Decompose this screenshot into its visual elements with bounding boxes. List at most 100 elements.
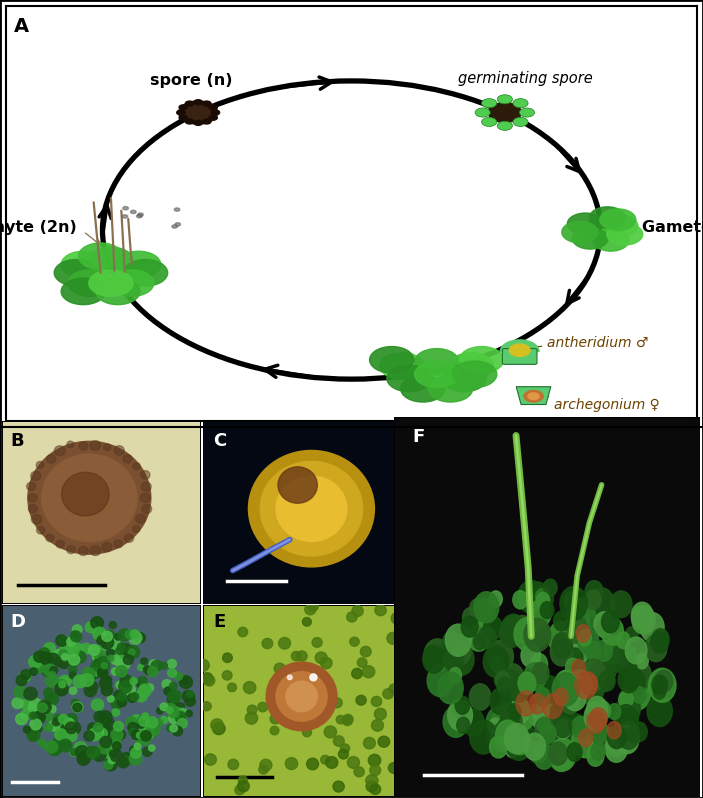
Circle shape bbox=[366, 781, 378, 792]
Circle shape bbox=[540, 602, 554, 618]
Circle shape bbox=[186, 119, 194, 124]
Circle shape bbox=[49, 672, 56, 678]
Circle shape bbox=[497, 121, 512, 130]
Circle shape bbox=[578, 629, 599, 654]
Circle shape bbox=[567, 648, 583, 667]
Circle shape bbox=[283, 684, 292, 693]
Circle shape bbox=[581, 659, 607, 690]
Circle shape bbox=[549, 742, 567, 765]
Circle shape bbox=[202, 701, 211, 711]
Circle shape bbox=[475, 108, 490, 117]
Circle shape bbox=[572, 660, 586, 676]
Circle shape bbox=[625, 637, 647, 664]
Circle shape bbox=[605, 735, 628, 762]
Circle shape bbox=[618, 667, 639, 693]
Circle shape bbox=[88, 729, 101, 741]
Circle shape bbox=[553, 611, 569, 631]
Circle shape bbox=[316, 713, 325, 721]
Circle shape bbox=[297, 651, 307, 662]
Circle shape bbox=[100, 716, 107, 722]
Circle shape bbox=[278, 467, 317, 504]
Circle shape bbox=[470, 720, 497, 754]
Circle shape bbox=[516, 724, 534, 747]
Circle shape bbox=[340, 744, 349, 753]
Circle shape bbox=[93, 723, 104, 734]
Circle shape bbox=[48, 721, 59, 731]
Circle shape bbox=[491, 723, 515, 752]
Circle shape bbox=[169, 713, 179, 724]
Circle shape bbox=[88, 723, 98, 733]
Circle shape bbox=[595, 701, 611, 721]
Circle shape bbox=[602, 610, 619, 633]
Circle shape bbox=[101, 662, 108, 669]
Circle shape bbox=[553, 722, 567, 738]
Circle shape bbox=[176, 703, 184, 711]
Circle shape bbox=[138, 733, 151, 745]
Circle shape bbox=[130, 678, 137, 685]
Circle shape bbox=[101, 741, 112, 752]
Circle shape bbox=[174, 673, 183, 680]
Circle shape bbox=[87, 747, 95, 754]
Circle shape bbox=[179, 115, 188, 120]
Circle shape bbox=[70, 687, 77, 694]
Circle shape bbox=[117, 757, 129, 768]
Circle shape bbox=[176, 714, 184, 723]
Circle shape bbox=[274, 663, 285, 674]
Circle shape bbox=[169, 707, 181, 718]
Circle shape bbox=[655, 670, 673, 692]
Circle shape bbox=[569, 714, 584, 733]
Circle shape bbox=[93, 723, 103, 732]
Circle shape bbox=[633, 686, 646, 703]
Circle shape bbox=[98, 646, 105, 653]
Circle shape bbox=[97, 636, 106, 645]
Circle shape bbox=[149, 729, 157, 737]
Circle shape bbox=[572, 227, 608, 249]
Circle shape bbox=[129, 753, 142, 765]
Circle shape bbox=[567, 213, 603, 235]
Circle shape bbox=[104, 758, 117, 771]
Circle shape bbox=[138, 716, 150, 726]
Circle shape bbox=[607, 721, 621, 739]
Circle shape bbox=[28, 494, 37, 502]
Circle shape bbox=[91, 621, 98, 627]
Circle shape bbox=[53, 650, 65, 661]
Circle shape bbox=[179, 676, 193, 689]
Text: spore (n): spore (n) bbox=[150, 73, 233, 88]
Circle shape bbox=[46, 455, 56, 464]
Circle shape bbox=[587, 643, 600, 658]
Circle shape bbox=[68, 654, 79, 666]
Circle shape bbox=[107, 637, 120, 650]
Circle shape bbox=[565, 658, 580, 676]
Circle shape bbox=[44, 642, 56, 654]
Circle shape bbox=[72, 699, 79, 706]
Circle shape bbox=[338, 749, 349, 759]
Circle shape bbox=[109, 725, 120, 735]
Circle shape bbox=[529, 693, 546, 714]
Circle shape bbox=[576, 625, 591, 642]
Circle shape bbox=[582, 662, 604, 688]
Circle shape bbox=[115, 729, 126, 740]
Circle shape bbox=[108, 655, 114, 662]
Circle shape bbox=[453, 361, 497, 388]
Circle shape bbox=[610, 591, 632, 618]
Circle shape bbox=[64, 718, 74, 728]
Circle shape bbox=[593, 230, 629, 251]
Circle shape bbox=[46, 534, 54, 542]
Circle shape bbox=[259, 765, 268, 774]
Circle shape bbox=[553, 633, 573, 658]
Circle shape bbox=[528, 393, 539, 400]
Circle shape bbox=[138, 213, 143, 216]
Circle shape bbox=[575, 671, 597, 699]
Circle shape bbox=[625, 627, 638, 642]
Circle shape bbox=[114, 539, 123, 548]
Circle shape bbox=[31, 472, 41, 480]
Circle shape bbox=[332, 698, 342, 708]
Circle shape bbox=[347, 757, 359, 768]
Circle shape bbox=[67, 638, 75, 646]
Circle shape bbox=[498, 677, 511, 694]
Circle shape bbox=[117, 251, 161, 278]
Circle shape bbox=[20, 699, 31, 709]
Circle shape bbox=[108, 696, 114, 702]
Circle shape bbox=[212, 722, 225, 735]
Circle shape bbox=[505, 615, 524, 638]
